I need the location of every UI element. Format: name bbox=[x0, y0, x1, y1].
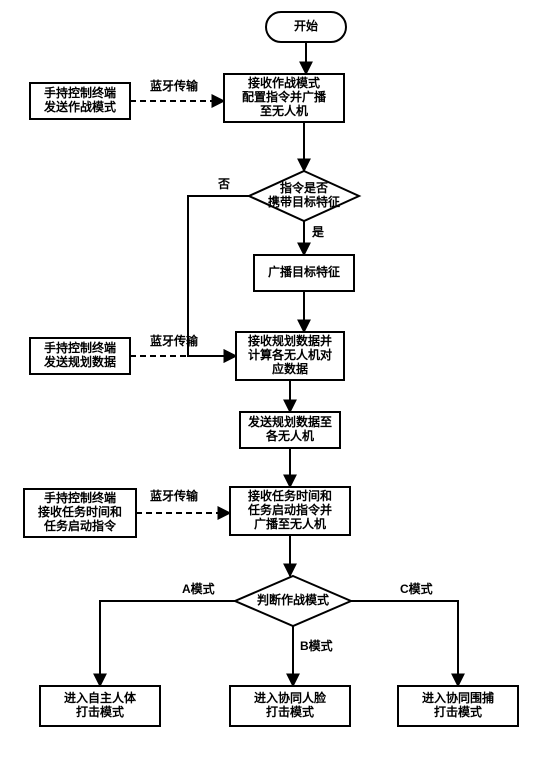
nodes.left3-line2: 任务启动指令 bbox=[43, 518, 117, 533]
edge-label-12: B模式 bbox=[300, 638, 333, 653]
nodes.left2-line1: 发送规划数据 bbox=[43, 354, 116, 369]
edge-dec2A-modeA bbox=[100, 601, 235, 686]
edge-label-7: 否 bbox=[217, 177, 230, 191]
nodes.recvCfg-line1: 配置指令并广播 bbox=[242, 89, 327, 104]
edge-label-11: A模式 bbox=[182, 581, 215, 596]
nodes.sendPlan-line1: 各无人机 bbox=[265, 428, 314, 443]
nodes.modeA-line0: 进入自主人体 bbox=[64, 690, 137, 705]
edge-label-13: C模式 bbox=[400, 581, 433, 596]
nodes.dec2-line0: 判断作战模式 bbox=[257, 592, 329, 607]
nodes.modeC-line1: 打击模式 bbox=[434, 704, 482, 719]
node-recvPlan: 接收规划数据并计算各无人机对应数据 bbox=[236, 332, 344, 380]
node-modeB: 进入协同人脸打击模式 bbox=[230, 686, 350, 726]
node-recvCfg: 接收作战模式配置指令并广播至无人机 bbox=[224, 74, 344, 122]
nodes.recvTask-line1: 任务启动指令并 bbox=[247, 502, 332, 517]
node-left3: 手持控制终端接收任务时间和任务启动指令 bbox=[24, 489, 136, 537]
nodes.left3-line0: 手持控制终端 bbox=[44, 490, 116, 505]
nodes.modeC-line0: 进入协同围捕 bbox=[422, 690, 494, 705]
edge-label-2: 是 bbox=[311, 225, 325, 239]
node-bcast: 广播目标特征 bbox=[254, 255, 354, 291]
edge-label-10: 蓝牙传输 bbox=[150, 488, 199, 503]
nodes.left3-line1: 接收任务时间和 bbox=[38, 504, 122, 519]
nodes.recvPlan-line1: 计算各无人机对 bbox=[248, 347, 332, 362]
nodes.modeB-line1: 打击模式 bbox=[266, 704, 314, 719]
node-recvTask: 接收任务时间和任务启动指令并广播至无人机 bbox=[230, 487, 350, 535]
node-dec1: 指令是否携带目标特征 bbox=[249, 171, 359, 221]
nodes.recvTask-line0: 接收任务时间和 bbox=[248, 488, 332, 503]
edge-dec2C-modeC bbox=[351, 601, 458, 686]
node-start: 开始 bbox=[266, 12, 346, 42]
nodes.left1-line0: 手持控制终端 bbox=[44, 85, 116, 100]
node-modeC: 进入协同围捕打击模式 bbox=[398, 686, 518, 726]
nodes.recvCfg-line2: 至无人机 bbox=[260, 103, 308, 118]
nodes.recvCfg-line0: 接收作战模式 bbox=[248, 75, 320, 90]
nodes.left2-line0: 手持控制终端 bbox=[44, 340, 116, 355]
nodes.dec1-line1: 携带目标特征 bbox=[268, 194, 340, 209]
node-dec2: 判断作战模式 bbox=[235, 576, 351, 626]
node-modeA: 进入自主人体打击模式 bbox=[40, 686, 160, 726]
nodes.bcast-line0: 广播目标特征 bbox=[268, 264, 340, 279]
nodes.left1-line1: 发送作战模式 bbox=[43, 99, 116, 114]
edge-label-8: 蓝牙传输 bbox=[150, 78, 199, 93]
edge-label-9: 蓝牙传输 bbox=[150, 333, 199, 348]
nodes.modeB-line0: 进入协同人脸 bbox=[254, 690, 327, 705]
node-left1: 手持控制终端发送作战模式 bbox=[30, 83, 130, 119]
nodes.start-line0: 开始 bbox=[294, 18, 318, 33]
nodes.dec1-line0: 指令是否 bbox=[280, 180, 328, 195]
nodes.sendPlan-line0: 发送规划数据至 bbox=[247, 414, 332, 429]
node-left2: 手持控制终端发送规划数据 bbox=[30, 338, 130, 374]
nodes.recvTask-line2: 广播至无人机 bbox=[254, 516, 326, 531]
nodes.recvPlan-line0: 接收规划数据并 bbox=[248, 333, 332, 348]
node-sendPlan: 发送规划数据至各无人机 bbox=[240, 412, 340, 448]
nodes.recvPlan-line2: 应数据 bbox=[272, 361, 308, 376]
nodes.modeA-line1: 打击模式 bbox=[76, 704, 124, 719]
